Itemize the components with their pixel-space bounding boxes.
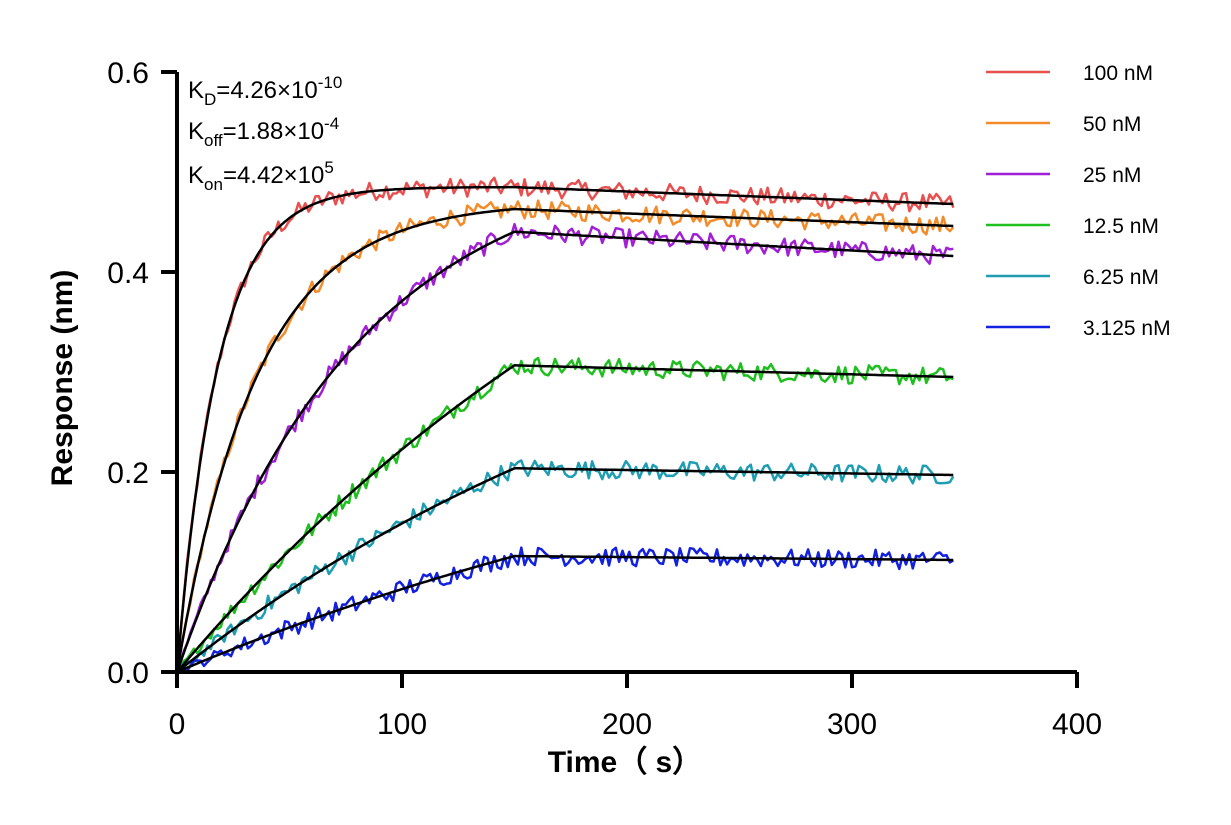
legend-label: 6.25 nM [1083,266,1159,289]
legend-label: 100 nM [1083,62,1153,85]
series-line-5 [176,459,955,673]
fit-line-5 [176,467,954,673]
legend: 100 nM 50 nM 25 nM 12.5 nM 6.25 nM 3.125 nM [986,62,1171,340]
fit-line-3 [175,230,954,673]
fit-line-4 [176,364,954,673]
series-line-4 [176,356,954,672]
x-tick-label: 400 [1052,708,1102,741]
kon-annotation: Kon=4.42×105 [188,158,334,194]
series-line-6 [176,546,954,674]
legend-label: 12.5 nM [1083,215,1159,238]
y-tick-label: 0.4 [107,257,149,290]
y-tick-label: 0.6 [107,57,149,90]
y-tick-label: 0.0 [107,657,149,690]
y-axis-title: Response (nm) [46,270,79,487]
legend-label: 3.125 nM [1083,317,1171,340]
tick-layer: 0 100 200 300 400 0.0 0.2 0.4 0.6 [107,57,1102,741]
fit-line-6 [176,554,954,674]
legend-label: 25 nM [1083,164,1141,187]
series-line-3 [175,222,954,673]
series-layer [175,176,955,674]
y-tick-label: 0.2 [107,457,149,490]
x-tick-label: 200 [602,708,652,741]
x-tick-label: 100 [377,708,427,741]
kinetics-annotations: KD=4.26×10-10 Koff=1.88×10-4 Kon=4.42×10… [188,73,342,194]
x-axis-title: Time（ s） [548,745,703,779]
koff-annotation: Koff=1.88×10-4 [188,114,339,150]
x-tick-label: 0 [169,708,186,741]
fit-line-1 [175,185,954,673]
legend-label: 50 nM [1083,113,1141,136]
series-line-2 [175,199,955,671]
kd-annotation: KD=4.26×10-10 [188,73,342,109]
fit-line-2 [175,207,954,673]
x-tick-label: 300 [827,708,877,741]
